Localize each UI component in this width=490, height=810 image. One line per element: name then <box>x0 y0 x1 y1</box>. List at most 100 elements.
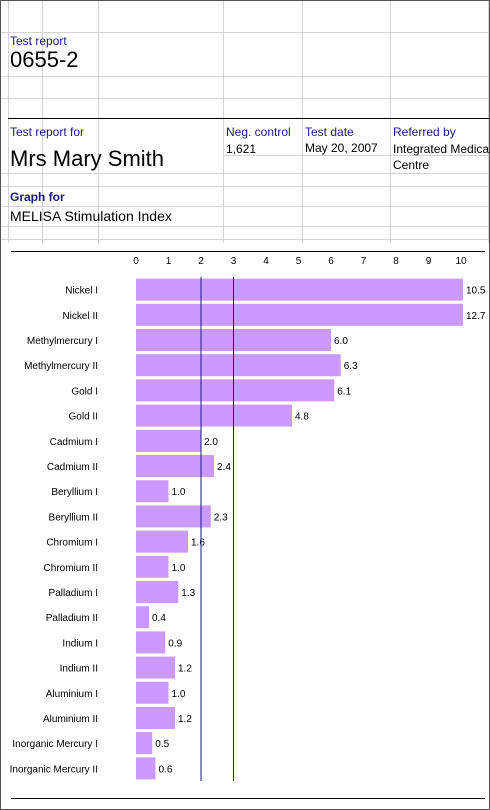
bar <box>136 707 175 729</box>
neg-control-label: Neg. control <box>226 125 291 139</box>
bar <box>136 732 153 755</box>
grid-line <box>1 98 489 99</box>
x-tick-label: 8 <box>393 256 399 267</box>
value-label: 1.2 <box>178 664 192 675</box>
category-label: Methylmercury II <box>24 361 98 372</box>
x-tick-label: 1 <box>166 256 172 267</box>
bar <box>136 505 211 528</box>
category-label: Gold I <box>71 386 98 397</box>
grid-line <box>1 206 489 207</box>
bar <box>136 555 169 578</box>
bar <box>136 480 169 503</box>
category-label: Beryllium II <box>49 512 98 523</box>
bar <box>136 404 292 427</box>
grid-line <box>1 32 489 33</box>
patient-name: Mrs Mary Smith <box>10 146 164 171</box>
category-label: Nickel II <box>62 311 98 322</box>
grid-line <box>98 1 99 243</box>
value-label: 1.6 <box>191 538 205 549</box>
chart-bottom-border <box>11 798 485 799</box>
category-label: Gold II <box>69 412 98 423</box>
grid-line <box>302 1 303 243</box>
value-label: 2.0 <box>204 437 218 448</box>
grid-line <box>1 226 489 227</box>
test-date-value: May 20, 2007 <box>305 141 378 155</box>
test-report-for-label: Test report for <box>10 125 85 139</box>
bar <box>136 455 214 477</box>
value-label: 4.8 <box>295 412 309 423</box>
value-label: 1.0 <box>172 487 186 498</box>
x-tick-label: 4 <box>263 256 269 267</box>
x-tick-label: 0 <box>133 256 139 267</box>
grid-line <box>1 173 489 174</box>
test-report-label: Test report <box>10 34 67 48</box>
x-tick-label: 2 <box>198 256 204 267</box>
value-label: 2.4 <box>217 462 231 473</box>
value-label: 6.0 <box>334 336 348 347</box>
referred-by-line1: Integrated Medical <box>393 142 490 156</box>
category-label: Inorganic Mercury II <box>10 764 98 775</box>
category-label: Inorganic Mercury I <box>12 739 98 750</box>
value-label: 0.4 <box>152 613 166 624</box>
bar <box>136 606 149 629</box>
referred-by-line2: Centre <box>393 158 430 172</box>
bar <box>136 429 201 452</box>
grid-line <box>8 1 9 243</box>
x-tick-label: 5 <box>296 256 302 267</box>
category-label: Indium I <box>62 638 98 649</box>
test-date-label: Test date <box>305 125 354 139</box>
report-number: 0655-2 <box>10 47 79 72</box>
bar <box>136 681 169 704</box>
value-label: 6.1 <box>337 386 351 397</box>
value-label: 12.7 <box>466 311 486 322</box>
category-label: Beryllium I <box>51 487 98 498</box>
graph-title: MELISA Stimulation Index <box>10 208 172 224</box>
category-label: Cadmium I <box>50 437 98 448</box>
x-tick-label: 3 <box>231 256 237 267</box>
grid-line <box>1 76 489 77</box>
bar <box>136 379 335 402</box>
bar <box>136 631 166 654</box>
category-label: Indium II <box>60 664 98 675</box>
referred-by-label: Referred by <box>393 125 456 139</box>
bar <box>136 581 179 603</box>
grid-line <box>223 155 489 156</box>
bar <box>136 354 341 377</box>
value-label: 1.0 <box>172 689 186 700</box>
bar <box>136 656 175 679</box>
grid-line <box>223 1 224 243</box>
bar <box>136 530 188 553</box>
value-label: 0.6 <box>159 764 173 775</box>
category-label: Aluminium II <box>43 714 98 725</box>
x-tick-label: 9 <box>426 256 432 267</box>
value-label: 10.5 <box>466 286 486 297</box>
category-label: Cadmium II <box>47 462 98 473</box>
grid-line <box>42 1 43 243</box>
chart-top-border <box>11 251 485 252</box>
value-label: 0.5 <box>155 739 169 750</box>
category-label: Methylmercury I <box>27 336 98 347</box>
grid-line <box>390 1 391 243</box>
grid-line <box>1 186 489 187</box>
category-label: Chromium I <box>46 538 98 549</box>
graph-for-label: Graph for <box>10 190 65 204</box>
bar <box>136 278 463 301</box>
x-tick-label: 7 <box>361 256 367 267</box>
section-divider <box>8 118 489 119</box>
bar <box>136 757 156 780</box>
x-tick-label: 6 <box>328 256 334 267</box>
value-label: 6.3 <box>344 361 358 372</box>
category-label: Chromium II <box>44 563 98 574</box>
value-label: 0.9 <box>168 638 182 649</box>
category-label: Palladium II <box>46 613 98 624</box>
category-label: Palladium I <box>49 588 98 599</box>
category-label: Aluminium I <box>46 689 98 700</box>
value-label: 1.3 <box>181 588 195 599</box>
value-label: 1.0 <box>172 563 186 574</box>
category-label: Nickel I <box>65 286 98 297</box>
grid-line <box>488 1 489 243</box>
grid-line <box>1 239 489 240</box>
value-label: 2.3 <box>214 512 228 523</box>
